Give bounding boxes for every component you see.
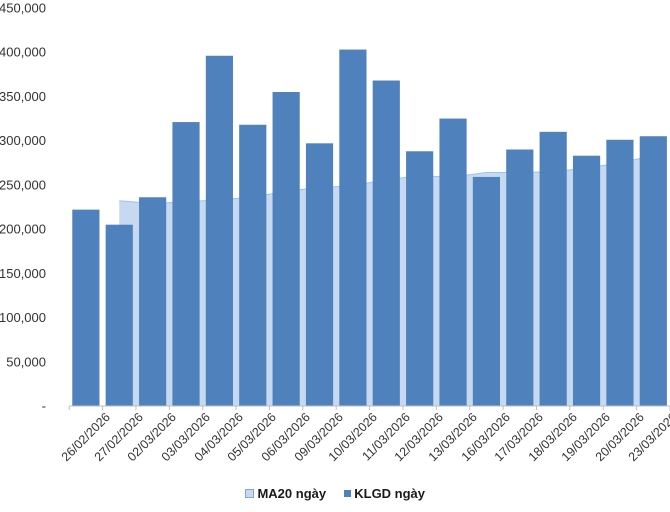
svg-text:450,000: 450,000 xyxy=(0,1,46,16)
svg-text:200,000: 200,000 xyxy=(0,222,46,237)
svg-text:350,000: 350,000 xyxy=(0,89,46,104)
svg-text:300,000: 300,000 xyxy=(0,133,46,148)
svg-text:150,000: 150,000 xyxy=(0,266,46,281)
svg-text:400,000: 400,000 xyxy=(0,45,46,60)
svg-text:250,000: 250,000 xyxy=(0,177,46,192)
svg-text:-: - xyxy=(42,399,46,414)
svg-text:100,000: 100,000 xyxy=(0,310,46,325)
svg-text:50,000: 50,000 xyxy=(6,354,46,369)
